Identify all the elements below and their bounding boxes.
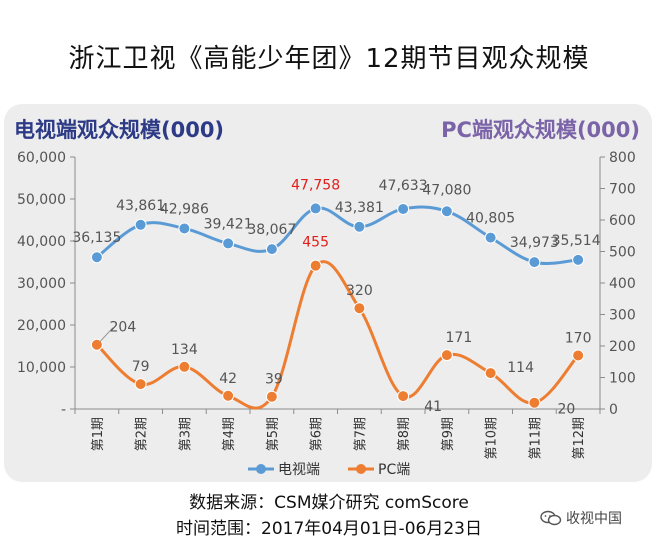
left-axis-title: 电视端观众规模(000) bbox=[14, 118, 224, 142]
left-tick-label: 20,000 bbox=[17, 318, 66, 334]
pc-data-point bbox=[134, 378, 147, 391]
x-tick-label: 第9期 bbox=[441, 417, 456, 451]
right-tick-label: 100 bbox=[609, 371, 636, 387]
pc-data-label: 20 bbox=[557, 402, 575, 418]
legend-pc-label: PC端 bbox=[378, 462, 410, 478]
x-tick-label: 第11期 bbox=[528, 417, 543, 460]
pc-data-point bbox=[178, 360, 191, 373]
pc-data-label: 41 bbox=[424, 399, 442, 415]
pc-series-line bbox=[95, 260, 580, 410]
pc-data-label: 170 bbox=[565, 330, 592, 346]
x-tick-label: 第3期 bbox=[178, 417, 193, 451]
pc-data-label: 39 bbox=[265, 372, 283, 388]
left-tick-label: 40,000 bbox=[17, 234, 66, 250]
x-tick-label: 第6期 bbox=[310, 417, 325, 451]
left-tick-label: 10,000 bbox=[17, 360, 66, 376]
tv-data-point bbox=[353, 220, 366, 233]
tv-data-point bbox=[440, 205, 453, 218]
watermark: 收视中国 bbox=[540, 508, 622, 528]
pc-data-point bbox=[309, 259, 322, 272]
chart-panel bbox=[4, 104, 652, 482]
pc-data-point bbox=[397, 390, 410, 403]
right-axis-title: PC端观众规模(000) bbox=[441, 118, 640, 142]
left-tick-label: 50,000 bbox=[17, 192, 66, 208]
tv-data-point bbox=[309, 202, 322, 215]
x-tick-label: 第4期 bbox=[222, 417, 237, 451]
tv-data-point bbox=[528, 256, 541, 269]
tv-data-point bbox=[134, 218, 147, 231]
right-tick-label: 700 bbox=[609, 182, 636, 198]
right-tick-label: 500 bbox=[609, 245, 636, 261]
pc-data-label: 134 bbox=[171, 342, 198, 358]
right-tick-label: 200 bbox=[609, 339, 636, 355]
pc-data-point bbox=[528, 396, 541, 409]
tv-data-point bbox=[222, 237, 235, 250]
x-tick-label: 第2期 bbox=[135, 417, 150, 451]
pc-data-point bbox=[222, 389, 235, 402]
tv-data-point bbox=[265, 243, 278, 256]
tv-data-label: 43,861 bbox=[116, 198, 165, 214]
pc-data-label: 114 bbox=[507, 360, 534, 376]
tv-data-point bbox=[178, 222, 191, 235]
wechat-icon bbox=[540, 510, 562, 526]
tv-data-label: 35,514 bbox=[552, 233, 601, 249]
x-tick-label: 第10期 bbox=[485, 417, 500, 460]
tv-data-label: 42,986 bbox=[160, 201, 209, 217]
x-tick-label: 第12期 bbox=[572, 417, 587, 460]
tv-data-point bbox=[397, 202, 410, 215]
pc-data-label: 204 bbox=[110, 320, 137, 336]
x-tick-label: 第5期 bbox=[266, 417, 281, 451]
time-range: 时间范围：2017年04月01日-06月23日 bbox=[176, 519, 482, 539]
right-tick-label: 0 bbox=[609, 402, 618, 418]
right-tick-label: 600 bbox=[609, 213, 636, 229]
legend-tv-label: 电视端 bbox=[278, 462, 320, 478]
tv-data-label: 36,135 bbox=[72, 230, 121, 246]
tv-data-label: 47,633 bbox=[379, 178, 428, 194]
right-tick-label: 300 bbox=[609, 308, 636, 324]
legend-tv-marker bbox=[256, 464, 266, 474]
tv-data-label: 47,758 bbox=[291, 177, 340, 193]
pc-data-label: 320 bbox=[346, 283, 373, 299]
page-title: 浙江卫视《高能少年团》12期节目观众规模 bbox=[68, 44, 590, 74]
pc-data-point bbox=[440, 349, 453, 362]
pc-data-label: 455 bbox=[302, 235, 329, 251]
right-tick-label: 800 bbox=[609, 150, 636, 166]
tv-data-label: 38,067 bbox=[247, 222, 296, 238]
tv-data-label: 34,973 bbox=[510, 235, 559, 251]
pc-data-point bbox=[265, 390, 278, 403]
tv-data-point bbox=[484, 231, 497, 244]
left-tick-label: 30,000 bbox=[17, 276, 66, 292]
tv-data-point bbox=[90, 251, 103, 264]
right-tick-label: 400 bbox=[609, 276, 636, 292]
x-tick-label: 第7期 bbox=[353, 417, 368, 451]
tv-data-label: 39,421 bbox=[204, 216, 253, 232]
pc-data-point bbox=[572, 349, 585, 362]
tv-data-label: 47,080 bbox=[422, 182, 471, 198]
pc-data-point bbox=[484, 367, 497, 380]
left-tick-label: - bbox=[61, 402, 66, 418]
legend-pc-marker bbox=[356, 464, 366, 474]
watermark-text: 收视中国 bbox=[566, 511, 622, 527]
pc-data-point bbox=[90, 338, 103, 351]
pc-data-label: 171 bbox=[446, 330, 473, 346]
pc-data-point bbox=[353, 302, 366, 315]
pc-data-label: 42 bbox=[219, 371, 237, 387]
data-source: 数据来源：CSM媒介研究 comScore bbox=[189, 493, 469, 513]
tv-data-label: 43,381 bbox=[335, 200, 384, 216]
tv-data-label: 40,805 bbox=[466, 211, 515, 227]
tv-data-point bbox=[572, 253, 585, 266]
pc-label-leader bbox=[99, 327, 114, 343]
left-tick-label: 60,000 bbox=[17, 150, 66, 166]
x-tick-label: 第1期 bbox=[91, 417, 106, 451]
x-tick-label: 第8期 bbox=[397, 417, 412, 451]
pc-data-label: 79 bbox=[132, 359, 150, 375]
